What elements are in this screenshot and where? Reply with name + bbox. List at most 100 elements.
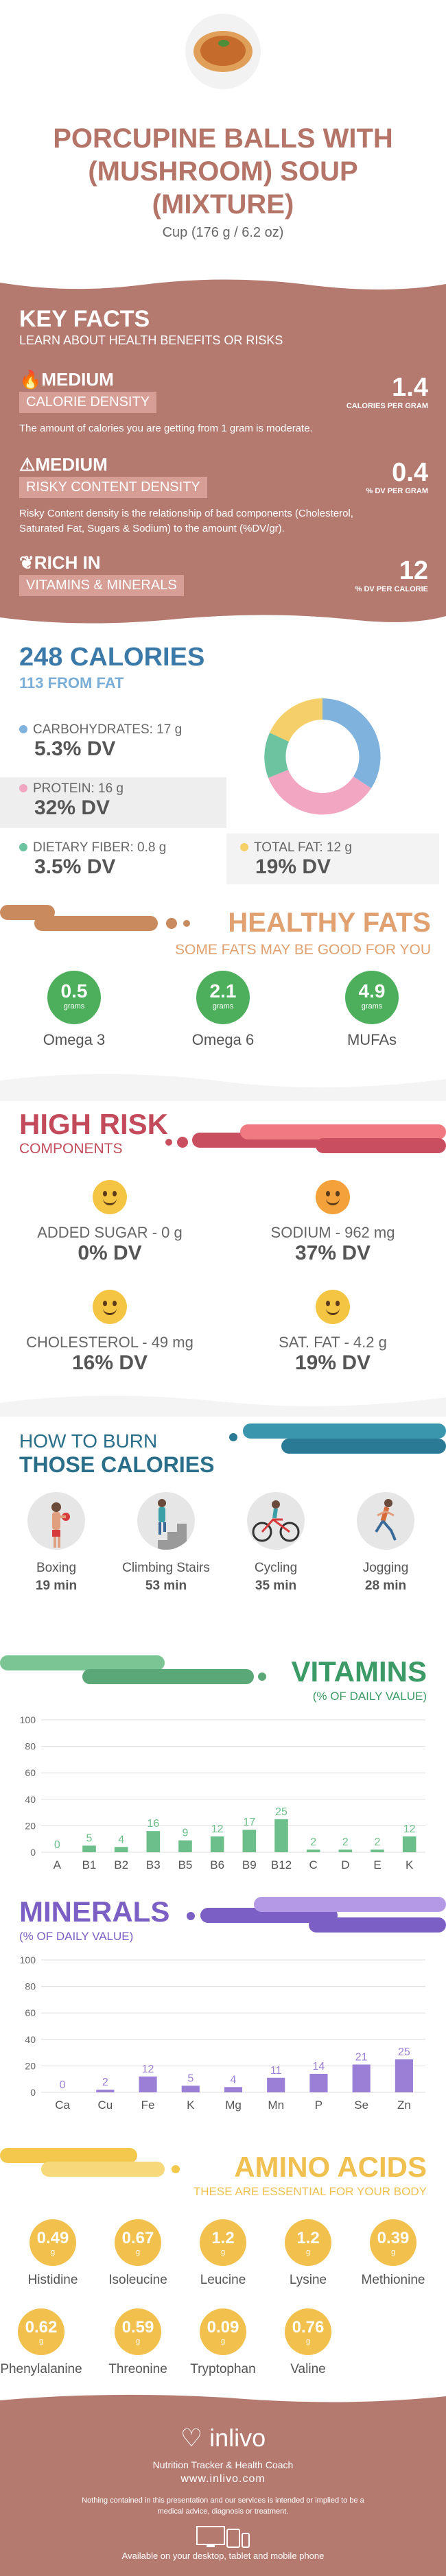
risk-added-sugar: ADDED SUGAR - 0 g 0% DV bbox=[7, 1180, 213, 1265]
wave-bottom-decoration bbox=[0, 615, 446, 628]
amino-value: 0.67 bbox=[121, 2229, 154, 2247]
minerals-subtitle: (% OF DAILY VALUE) bbox=[19, 1930, 134, 1943]
legend-dot bbox=[19, 784, 27, 792]
mineral-category-label: Se bbox=[354, 2099, 368, 2112]
macro-label: TOTAL FAT: 12 g bbox=[254, 840, 352, 855]
amino-value: 0.09 bbox=[207, 2318, 239, 2337]
fact-level: MEDIUM bbox=[41, 369, 114, 390]
vitamin-category-label: A bbox=[54, 1858, 62, 1871]
legend-dot bbox=[19, 725, 27, 733]
fact-name: RISKY CONTENT DENSITY bbox=[19, 477, 207, 498]
mineral-bar-Cu bbox=[96, 2090, 115, 2092]
amino-name: Leucine bbox=[200, 2273, 246, 2287]
title-line-3: (MIXTURE) bbox=[152, 189, 294, 220]
vitamin-value-label: 2 bbox=[342, 1836, 349, 1848]
smile-face-icon bbox=[93, 1290, 127, 1324]
footer-tagline: Nutrition Tracker & Health Coach bbox=[152, 2459, 294, 2470]
mineral-ytick-label: 20 bbox=[25, 2060, 36, 2071]
vitamin-category-label: B6 bbox=[210, 1858, 224, 1871]
amino-name: Tryptophan bbox=[190, 2362, 256, 2376]
vitamin-ytick-label: 60 bbox=[25, 1767, 36, 1778]
amino-unit: g bbox=[38, 2337, 44, 2345]
fat-mufas: 4.9 grams MUFAs bbox=[334, 971, 410, 1049]
amino-acids-section: AMINO ACIDS THESE ARE ESSENTIAL FOR YOUR… bbox=[0, 2137, 446, 2391]
amino-unit: g bbox=[390, 2248, 396, 2256]
heart-icon: ♡ bbox=[180, 2424, 203, 2452]
healthy-fats-section: HEALTHY FATS SOME FATS MAY BE GOOD FOR Y… bbox=[0, 902, 446, 1108]
neutral-face-icon bbox=[316, 1180, 350, 1214]
vitamin-value-label: 12 bbox=[403, 1823, 416, 1835]
happy-face-icon bbox=[93, 1180, 127, 1214]
fat-value: 4.9 bbox=[358, 980, 386, 1002]
vitamin-value-label: 4 bbox=[118, 1834, 124, 1845]
amino-methionine: 0.39 g Methionine bbox=[352, 2219, 434, 2288]
vitamin-category-label: D bbox=[341, 1858, 349, 1871]
fact-unit: % DV PER CALORIE bbox=[355, 585, 428, 593]
title-line-2: (MUSHROOM) SOUP bbox=[88, 156, 358, 187]
amino-unit: g bbox=[50, 2248, 56, 2256]
mineral-ytick-label: 60 bbox=[25, 2007, 36, 2018]
fact-name: CALORIE DENSITY bbox=[19, 392, 157, 413]
activity-boxing: Boxing 19 min bbox=[8, 1492, 104, 1594]
vitamin-bar-C bbox=[306, 1850, 320, 1852]
vitamin-value-label: 17 bbox=[243, 1817, 255, 1828]
mineral-value-label: 11 bbox=[270, 2065, 282, 2077]
vitamin-value-label: 2 bbox=[310, 1836, 316, 1848]
header: PORCUPINE BALLS WITH (MUSHROOM) SOUP (MI… bbox=[0, 0, 446, 274]
calories-section: 248 CALORIES 113 FROM FAT CARBOHYDRATES:… bbox=[0, 628, 446, 902]
fact-description: Risky Content density is the relationshi… bbox=[19, 508, 353, 534]
mineral-value-label: 12 bbox=[142, 2064, 154, 2075]
vitamin-bar-B1 bbox=[82, 1845, 96, 1852]
footer: ♡ inlivo Nutrition Tracker & Health Coac… bbox=[0, 2391, 446, 2576]
amino-name: Phenylalanine bbox=[0, 2362, 82, 2376]
burn-title-line-1: HOW TO BURN bbox=[19, 1430, 158, 1452]
vitamin-bar-B5 bbox=[178, 1840, 192, 1852]
fire-icon: 🔥 bbox=[19, 369, 42, 390]
vitamin-ytick-label: 20 bbox=[25, 1820, 36, 1831]
amino-value: 0.59 bbox=[121, 2318, 154, 2337]
wave-top-decoration bbox=[0, 2391, 446, 2402]
macro-donut-chart bbox=[264, 698, 381, 815]
mineral-ytick-label: 40 bbox=[25, 2034, 36, 2045]
vitamins-bar-chart: 0 20 40 60 80 100 0 A 5 B1 4 B2 16 B3 9 B5 12 B6 17 B9 25 B12… bbox=[20, 1714, 425, 1871]
vitamin-bar-K bbox=[402, 1836, 416, 1852]
fat-unit: grams bbox=[361, 1002, 383, 1011]
wave-top-decoration bbox=[0, 274, 446, 289]
vitamin-ytick-label: 40 bbox=[25, 1794, 36, 1805]
vitamin-category-label: B12 bbox=[271, 1858, 292, 1871]
fact-value: 1.4 bbox=[392, 373, 428, 402]
activity-time: 53 min bbox=[145, 1579, 187, 1593]
fat-name: Omega 3 bbox=[43, 1031, 106, 1048]
vitamin-ytick-label: 100 bbox=[20, 1714, 36, 1725]
burn-calories-section: HOW TO BURN THOSE CALORIES Boxing 19 min… bbox=[0, 1417, 446, 1650]
mineral-value-label: 14 bbox=[313, 2061, 325, 2072]
vitamin-bar-D bbox=[338, 1850, 353, 1852]
fat-name: MUFAs bbox=[347, 1031, 397, 1048]
amino-unit: g bbox=[220, 2248, 226, 2256]
fat-value: 0.5 bbox=[60, 980, 88, 1002]
burn-title-line-2: THOSE CALORIES bbox=[19, 1452, 215, 1477]
inlivo-logo[interactable]: ♡ inlivo bbox=[0, 2424, 446, 2453]
amino-subtitle: THESE ARE ESSENTIAL FOR YOUR BODY bbox=[193, 2185, 427, 2198]
footer-availability: Available on your desktop, tablet and mo… bbox=[121, 2551, 325, 2561]
footer-url-link[interactable]: www.inlivo.com bbox=[180, 2473, 266, 2485]
activity-name: Boxing bbox=[36, 1561, 77, 1575]
mineral-category-label: P bbox=[315, 2099, 322, 2112]
fact-level: MEDIUM bbox=[35, 454, 108, 475]
mineral-ytick-label: 0 bbox=[30, 2087, 36, 2098]
mineral-category-label: Mg bbox=[225, 2099, 242, 2112]
macro-dv: 5.3% DV bbox=[34, 737, 116, 760]
amino-name: Threonine bbox=[108, 2362, 167, 2376]
stripe-decoration bbox=[0, 1655, 266, 1684]
smile-face-icon bbox=[316, 1290, 350, 1324]
activity-name: Jogging bbox=[362, 1561, 409, 1575]
fat-unit: grams bbox=[63, 1002, 85, 1011]
risk-dv: 19% DV bbox=[294, 1351, 371, 1374]
amino-unit: g bbox=[135, 2337, 141, 2345]
stripe-decoration bbox=[0, 905, 190, 931]
risk-dv: 37% DV bbox=[294, 1242, 371, 1264]
risk-label: SAT. FAT - 4.2 g bbox=[279, 1334, 387, 1351]
amino-name: Isoleucine bbox=[108, 2273, 167, 2287]
fat-omega6: 2.1 grams Omega 6 bbox=[185, 971, 261, 1049]
vitamin-value-label: 16 bbox=[147, 1818, 159, 1830]
